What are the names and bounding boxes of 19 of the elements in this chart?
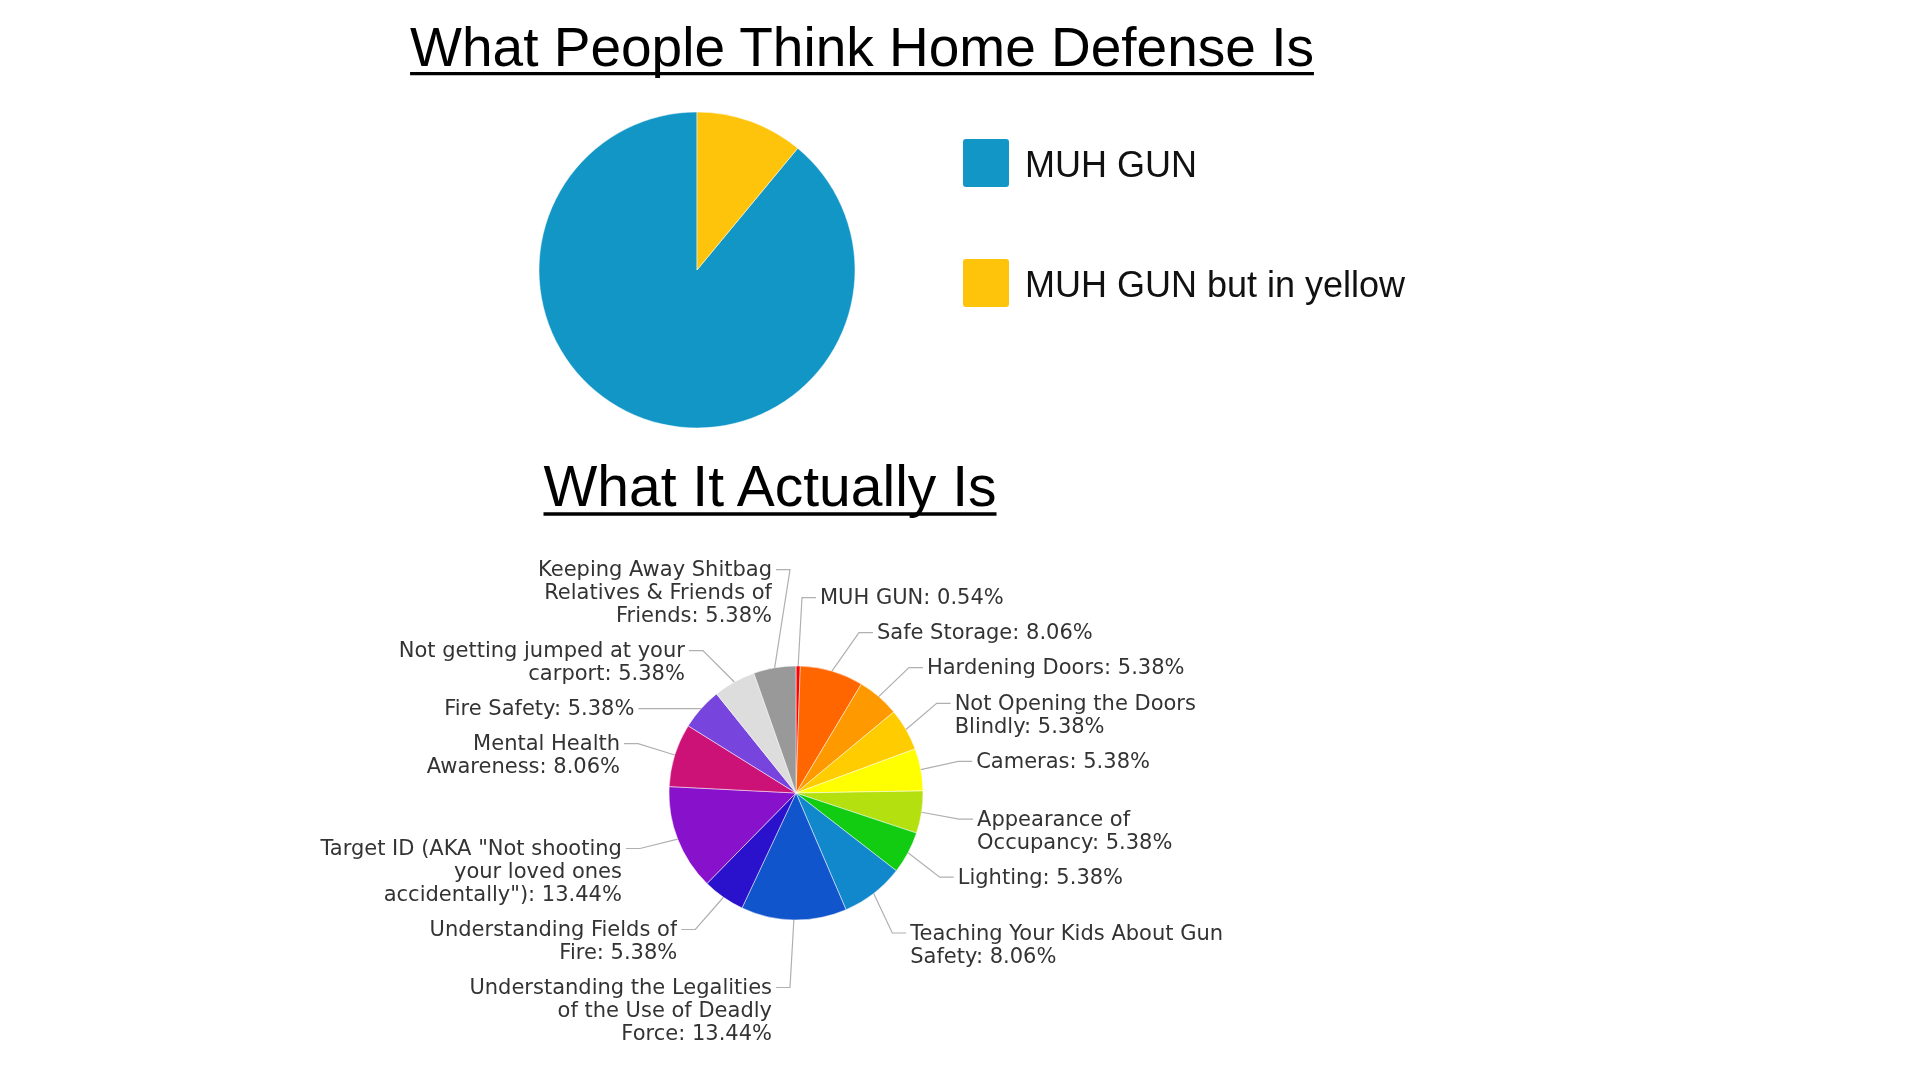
slice-label: Teaching Your Kids About Gun Safety: 8.06% <box>910 920 1224 968</box>
legend-label: MUH GUN <box>1025 144 1197 185</box>
slice-label: Cameras: 5.38% <box>976 748 1150 773</box>
slice-label: Not Opening the Doors Blindly: 5.38% <box>954 690 1196 738</box>
legend-label: MUH GUN but in yellow <box>1025 264 1407 305</box>
slice-label: Not getting jumped at your carport: 5.38% <box>398 638 685 686</box>
slice-label: Keeping Away Shitbag Relatives & Friends of Friends: 5.38% <box>538 557 772 628</box>
slice-label: Understanding the Legalities of the Use of Deadly Force: 13.44% <box>469 975 772 1045</box>
slice-label: Understanding Fields of Fire: 5.38% <box>429 917 678 964</box>
slice-label: MUH GUN: 0.54% <box>820 585 1004 610</box>
slice-label: Target ID (AKA "Not shooting your loved ones accidentally"): 13.44% <box>320 836 622 906</box>
chart-title: What People Think Home Defense Is <box>410 16 1314 78</box>
slice-label: Mental Health Awareness: 8.06% <box>426 731 621 779</box>
slice-label: Lighting: 5.38% <box>957 864 1124 889</box>
slice-label: Appearance of Occupancy: 5.38% <box>977 806 1173 854</box>
slice-label: Fire Safety: 5.38% <box>444 696 635 721</box>
chart-title: What It Actually Is <box>543 454 997 518</box>
slice-label: Safe Storage: 8.06% <box>876 620 1093 645</box>
slice-label: Hardening Doors: 5.38% <box>926 655 1185 680</box>
